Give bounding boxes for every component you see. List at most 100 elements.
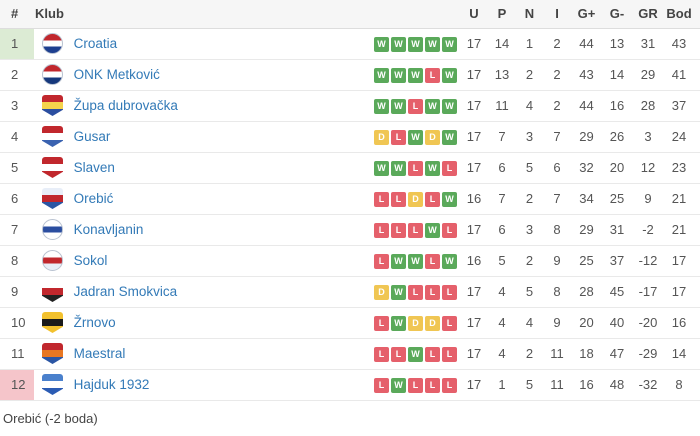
stat-gm: 13 <box>602 28 632 60</box>
stat-gp: 34 <box>571 183 602 215</box>
stat-gr: 31 <box>632 28 664 60</box>
club-link[interactable]: Župa dubrovačka <box>73 98 178 113</box>
form-badge-win: W <box>391 36 406 52</box>
header-draws: N <box>516 0 543 29</box>
header-wins: P <box>488 0 516 29</box>
stat-bod: 16 <box>664 307 700 339</box>
form-badge-win: W <box>374 67 389 83</box>
stat-p: 5 <box>488 245 516 277</box>
stat-gm: 16 <box>602 90 632 122</box>
club-link[interactable]: Hajduk 1932 <box>73 377 150 392</box>
position-cell: 10 <box>0 307 34 339</box>
stat-i: 6 <box>543 152 571 184</box>
stat-bod: 23 <box>664 152 700 184</box>
club-cell: Hajduk 1932 <box>34 369 364 401</box>
stat-i: 2 <box>543 90 571 122</box>
form-badge-loss: L <box>374 377 389 393</box>
stat-p: 6 <box>488 152 516 184</box>
stat-gp: 44 <box>571 28 602 60</box>
stat-i: 8 <box>543 214 571 246</box>
form-badge-win: W <box>374 36 389 52</box>
stat-i: 8 <box>543 276 571 308</box>
form-badge-win: W <box>391 284 406 300</box>
club-link[interactable]: Jadran Smokvica <box>73 284 178 299</box>
form-badge-loss: L <box>425 377 440 393</box>
club-link[interactable]: Croatia <box>73 36 118 51</box>
position-cell: 1 <box>0 28 34 60</box>
club-link[interactable]: Konavljanin <box>73 222 144 237</box>
stat-bod: 37 <box>664 90 700 122</box>
form-badge-loss: L <box>391 191 406 207</box>
club-link[interactable]: Slaven <box>73 160 115 175</box>
stat-gm: 45 <box>602 276 632 308</box>
stat-u: 17 <box>460 59 488 91</box>
stat-p: 13 <box>488 59 516 91</box>
form-badge-loss: L <box>425 284 440 300</box>
stat-gp: 29 <box>571 214 602 246</box>
stat-gr: -17 <box>632 276 664 308</box>
position-cell: 9 <box>0 276 34 308</box>
stat-u: 17 <box>460 152 488 184</box>
stat-n: 5 <box>516 152 543 184</box>
club-cell: Sokol <box>34 245 364 277</box>
form-badge-win: W <box>425 36 440 52</box>
stat-gp: 28 <box>571 276 602 308</box>
form-badge-loss: L <box>408 98 423 114</box>
position-cell: 7 <box>0 214 34 246</box>
stat-gr: -32 <box>632 369 664 401</box>
club-link[interactable]: Žrnovo <box>73 315 116 330</box>
header-goals-for: G+ <box>571 0 602 29</box>
stat-gm: 25 <box>602 183 632 215</box>
stat-gp: 44 <box>571 90 602 122</box>
stat-n: 2 <box>516 59 543 91</box>
stat-gm: 47 <box>602 338 632 370</box>
form-badge-loss: L <box>374 222 389 238</box>
form-badge-loss: L <box>442 160 457 176</box>
form-badge-loss: L <box>425 253 440 269</box>
stat-i: 7 <box>543 183 571 215</box>
orebic-crest-icon <box>42 188 63 209</box>
header-points: Bod <box>664 0 700 29</box>
stat-gr: -2 <box>632 214 664 246</box>
club-link[interactable]: Sokol <box>73 253 108 268</box>
header-form <box>364 0 460 29</box>
stat-gp: 43 <box>571 59 602 91</box>
stat-n: 4 <box>516 90 543 122</box>
stat-gm: 48 <box>602 369 632 401</box>
club-link[interactable]: Maestral <box>73 346 126 361</box>
form-badge-win: W <box>408 253 423 269</box>
form-badge-win: W <box>408 67 423 83</box>
form-badge-win: W <box>374 160 389 176</box>
stat-p: 4 <box>488 338 516 370</box>
club-cell: Žrnovo <box>34 307 364 339</box>
header-goals-against: G- <box>602 0 632 29</box>
stat-n: 5 <box>516 276 543 308</box>
club-link[interactable]: ONK Metković <box>73 67 160 82</box>
onk-metkovic-crest-icon <box>42 64 63 85</box>
stat-u: 16 <box>460 183 488 215</box>
form-badge-win: W <box>442 129 457 145</box>
jadran-smokvica-crest-icon <box>42 281 63 302</box>
club-cell: Orebić <box>34 183 364 215</box>
stat-p: 6 <box>488 214 516 246</box>
form-badge-win: W <box>425 222 440 238</box>
stat-gm: 20 <box>602 152 632 184</box>
stat-bod: 14 <box>664 338 700 370</box>
sokol-crest-icon <box>42 250 63 271</box>
club-link[interactable]: Orebić <box>73 191 114 206</box>
stat-bod: 17 <box>664 245 700 277</box>
form-badge-loss: L <box>374 253 389 269</box>
club-link[interactable]: Gusar <box>73 129 111 144</box>
form-badge-win: W <box>442 98 457 114</box>
form-badge-win: W <box>374 98 389 114</box>
stat-i: 2 <box>543 28 571 60</box>
stat-gr: 9 <box>632 183 664 215</box>
